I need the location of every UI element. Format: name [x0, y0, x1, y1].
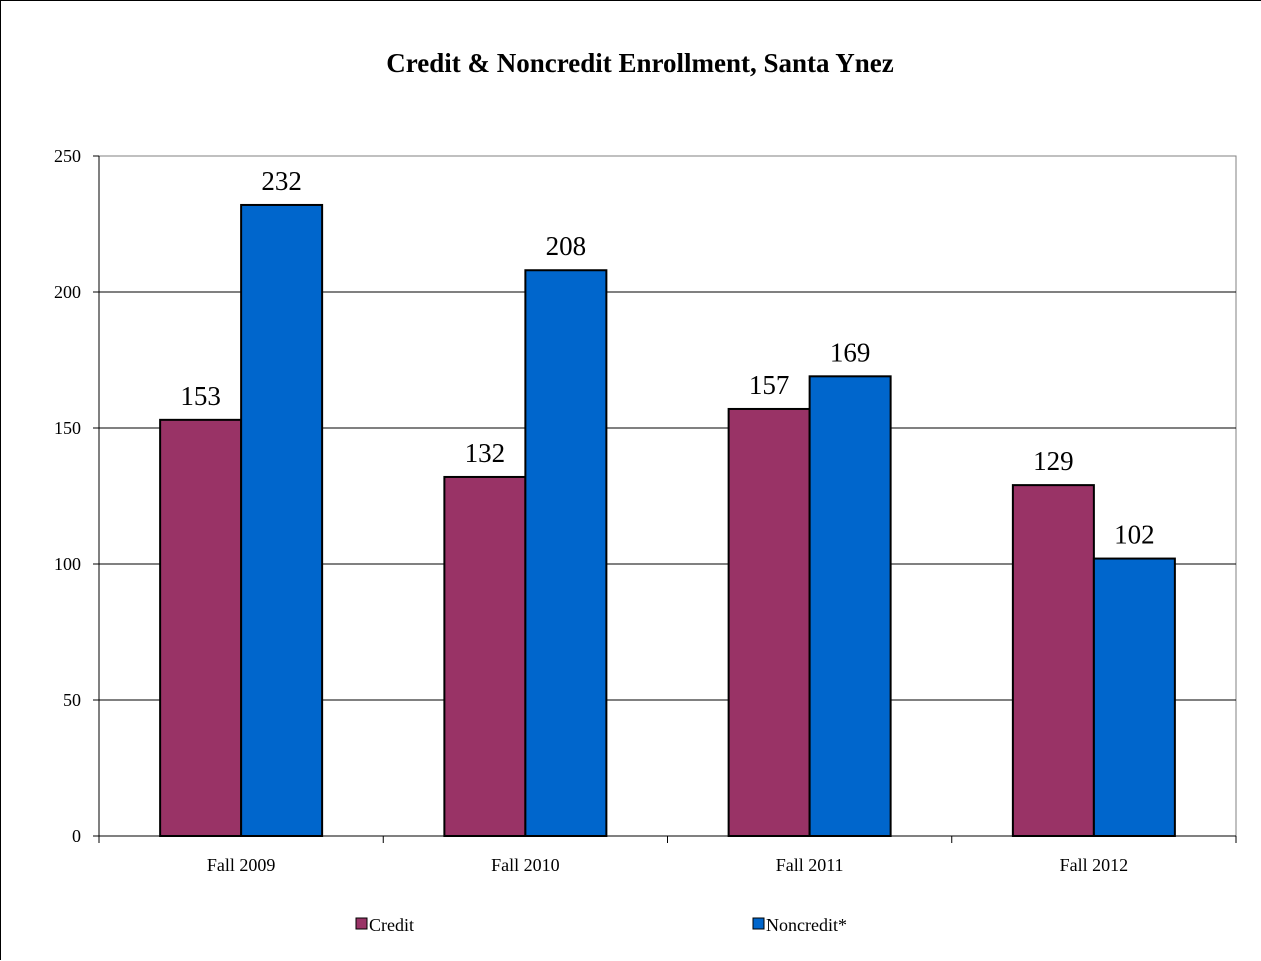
y-tick-label: 250	[54, 146, 81, 166]
bar-noncredit-fall-2010	[524, 269, 608, 837]
legend-label: Credit	[369, 915, 414, 935]
bar-credit-fall-2011	[727, 407, 811, 837]
bar-noncredit-fall-2012	[1092, 557, 1176, 837]
x-tick-label: Fall 2011	[776, 855, 844, 875]
bar-noncredit-fall-2009	[240, 203, 324, 837]
y-tick-label: 50	[63, 690, 81, 710]
y-tick-label: 150	[54, 418, 81, 438]
y-tick-label: 200	[54, 282, 81, 302]
plot-area: 0 50 100 150 200 250 153 232 Fall 2009 132 208 Fall…	[54, 146, 1237, 875]
legend-swatch	[355, 917, 368, 930]
data-label: 232	[261, 166, 302, 196]
data-label: 169	[830, 337, 871, 367]
data-label: 132	[465, 438, 506, 468]
bar-credit-fall-2012	[1011, 484, 1095, 837]
x-tick-label: Fall 2009	[207, 855, 276, 875]
legend: Credit Noncredit*	[355, 915, 847, 935]
y-tick-label: 100	[54, 554, 81, 574]
data-label: 208	[546, 231, 587, 261]
y-tick-label: 0	[72, 826, 81, 846]
data-label: 102	[1114, 520, 1155, 550]
x-tick-label: Fall 2012	[1060, 855, 1129, 875]
data-label: 157	[749, 370, 790, 400]
data-label: 129	[1033, 446, 1074, 476]
bar-noncredit-fall-2011	[808, 375, 892, 837]
legend-swatch	[752, 917, 765, 930]
x-tick-label: Fall 2010	[491, 855, 560, 875]
bar-credit-fall-2009	[159, 418, 243, 837]
bar-credit-fall-2010	[443, 475, 527, 837]
data-label: 153	[180, 381, 221, 411]
chart-title: Credit & Noncredit Enrollment, Santa Yne…	[386, 48, 893, 78]
legend-label: Noncredit*	[766, 915, 847, 935]
